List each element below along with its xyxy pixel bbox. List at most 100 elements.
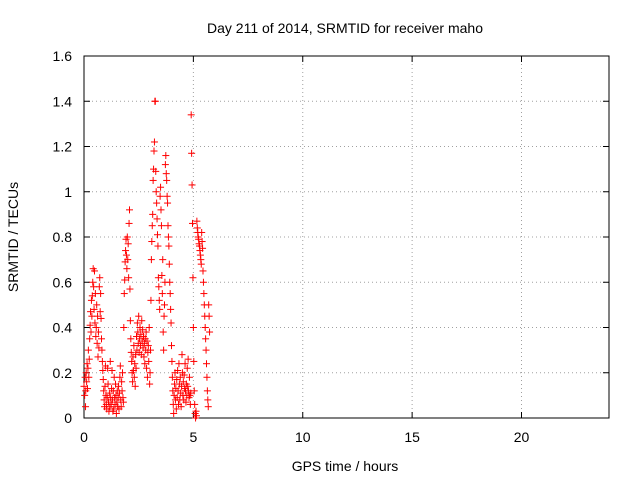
data-point — [87, 296, 95, 304]
data-point — [126, 206, 133, 214]
data-point — [92, 333, 100, 341]
data-point — [181, 360, 189, 368]
data-point — [177, 403, 185, 411]
y-tick-label: 0.8 — [53, 229, 73, 245]
data-point — [125, 274, 133, 282]
data-point — [192, 412, 200, 420]
data-point — [187, 111, 195, 119]
data-point — [158, 290, 166, 298]
data-point — [147, 296, 155, 304]
data-point — [162, 170, 170, 178]
data-point — [154, 242, 162, 250]
data-point — [94, 328, 102, 336]
data-point — [162, 152, 170, 160]
plot-border — [83, 55, 610, 419]
data-point — [157, 206, 165, 214]
data-point — [153, 215, 161, 223]
data-point — [175, 360, 183, 368]
data-point — [116, 373, 124, 381]
data-point — [198, 228, 206, 236]
data-point — [205, 301, 213, 309]
data-point — [189, 219, 196, 227]
data-point — [143, 373, 151, 381]
data-point — [167, 305, 175, 313]
y-tick-label: 0.2 — [53, 365, 73, 381]
data-point — [119, 398, 127, 406]
data-point — [123, 233, 131, 241]
data-point — [168, 373, 176, 381]
data-point — [142, 328, 150, 336]
data-point — [164, 233, 172, 241]
axis-ticks: 0 0.2 0.4 0.6 0.8 1 1.2 1.4 1.6 0 5 10 15 20 — [53, 48, 609, 445]
data-point — [202, 335, 210, 343]
data-point — [93, 339, 101, 347]
data-point — [84, 385, 91, 393]
x-tick-label: 0 — [80, 429, 88, 445]
data-point — [99, 366, 107, 374]
data-point — [199, 278, 207, 286]
data-point — [203, 373, 211, 381]
data-point — [96, 274, 104, 282]
data-point — [83, 360, 91, 368]
data-point — [131, 382, 139, 390]
data-point — [130, 342, 138, 350]
data-point — [91, 267, 98, 275]
data-point — [155, 296, 163, 304]
data-point — [185, 373, 193, 381]
data-point — [190, 387, 198, 395]
data-point — [125, 219, 133, 227]
data-point — [133, 319, 141, 327]
data-point — [190, 357, 198, 365]
data-point — [84, 364, 92, 372]
data-point — [82, 403, 90, 411]
data-point — [148, 238, 156, 246]
data-point — [191, 400, 199, 408]
data-point — [165, 242, 173, 250]
data-point — [146, 369, 154, 377]
data-point — [91, 319, 99, 327]
gridlines — [84, 56, 609, 418]
data-point — [152, 188, 160, 196]
data-point — [168, 342, 175, 350]
chart-title: Day 211 of 2014, SRMTID for receiver mah… — [207, 20, 483, 36]
data-point — [143, 337, 151, 345]
data-point — [204, 403, 212, 411]
data-point — [167, 319, 175, 327]
data-point — [182, 398, 190, 406]
data-point — [164, 222, 172, 230]
data-point — [86, 321, 94, 329]
data-point — [117, 403, 125, 411]
data-point — [123, 265, 131, 273]
data-point — [145, 324, 153, 331]
data-point — [121, 276, 129, 284]
data-point — [147, 346, 154, 354]
data-point — [104, 364, 112, 372]
data-point — [150, 147, 158, 155]
data-point — [85, 355, 93, 363]
data-point — [104, 380, 112, 388]
data-point — [149, 176, 157, 184]
data-point — [132, 364, 140, 372]
data-point — [94, 353, 102, 361]
data-point — [98, 335, 105, 343]
data-point — [138, 317, 146, 325]
y-tick-label: 1 — [64, 184, 72, 200]
data-point — [126, 317, 134, 325]
data-point — [160, 346, 168, 354]
data-point — [141, 360, 149, 368]
data-point — [193, 217, 201, 225]
data-point — [200, 290, 208, 298]
data-points — [80, 97, 214, 422]
data-point — [204, 396, 212, 404]
data-point — [156, 192, 164, 200]
data-point — [170, 409, 178, 417]
data-point — [153, 199, 161, 207]
y-tick-label: 0.6 — [53, 274, 73, 290]
data-point — [99, 376, 107, 384]
data-point — [166, 278, 174, 286]
data-point — [131, 360, 139, 368]
x-tick-label: 5 — [189, 429, 197, 445]
data-point — [183, 364, 191, 372]
data-point — [112, 409, 120, 417]
